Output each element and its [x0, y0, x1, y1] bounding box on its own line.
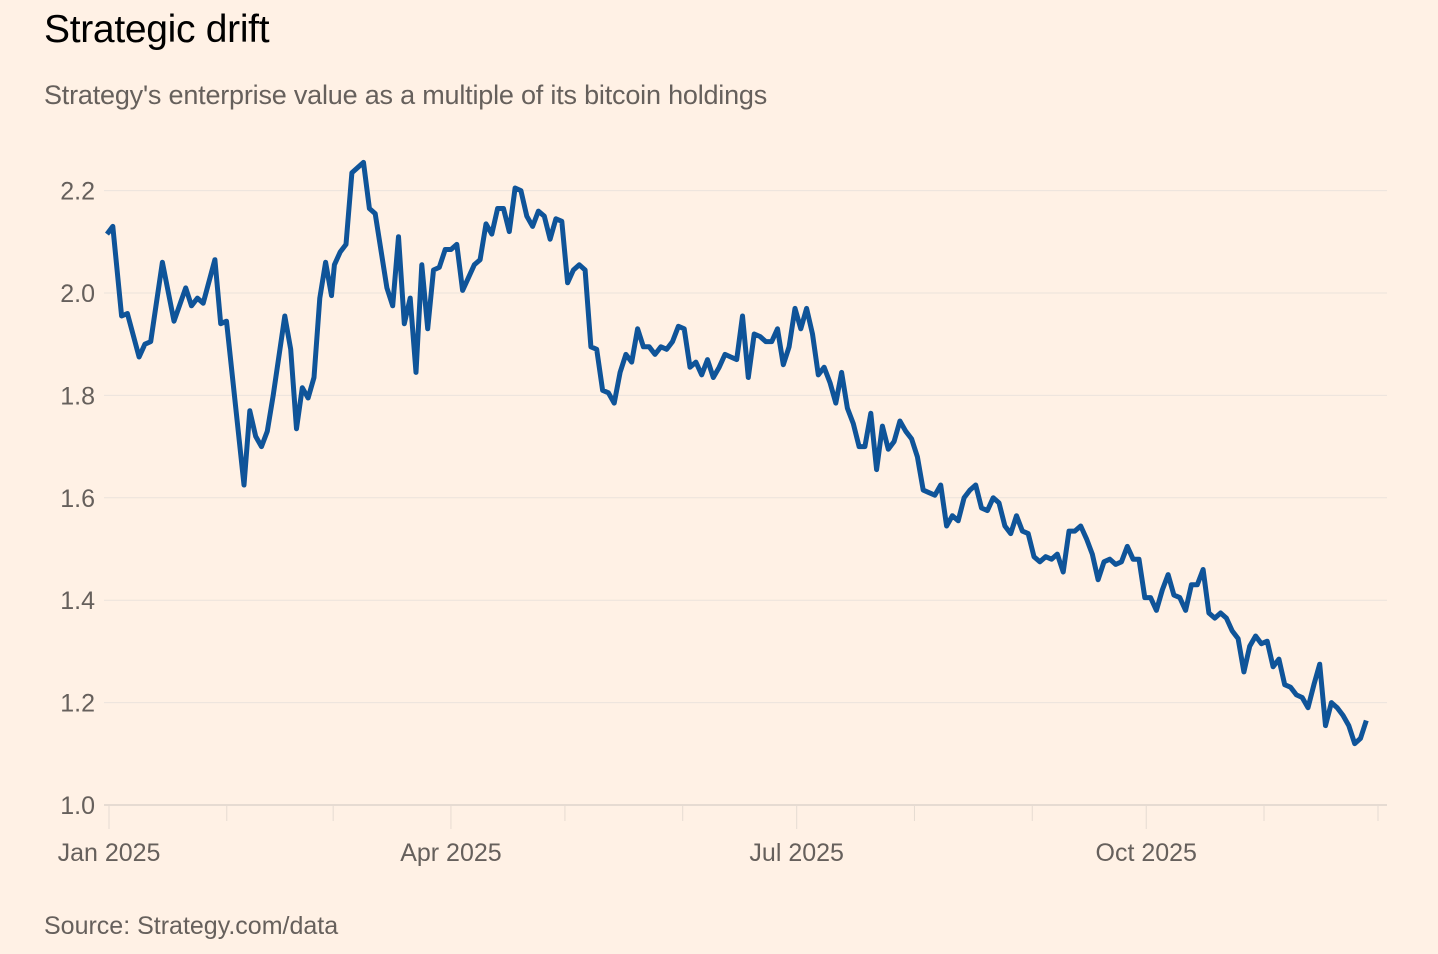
y-tick-label: 1.8	[60, 382, 95, 410]
y-tick-label: 1.4	[60, 587, 95, 615]
grid-lines	[104, 191, 1387, 805]
x-tick-label: Jan 2025	[58, 839, 161, 867]
x-tick-label: Oct 2025	[1096, 839, 1197, 867]
y-tick-label: 1.0	[60, 792, 95, 820]
y-tick-label: 2.2	[60, 178, 95, 206]
x-axis: Jan 2025 Apr 2025 Jul 2025 Oct 2025	[58, 805, 1378, 867]
y-tick-label: 1.2	[60, 690, 95, 718]
series-line	[107, 162, 1366, 743]
line-chart: 1.0 1.2 1.4 1.6 1.8 2.0 2.2 Jan 2025 Apr 2025 Ju…	[0, 0, 1438, 954]
y-axis: 1.0 1.2 1.4 1.6 1.8 2.0 2.2	[60, 178, 95, 820]
x-tick-label: Apr 2025	[400, 839, 501, 867]
y-tick-label: 1.6	[60, 485, 95, 513]
source-note: Source: Strategy.com/data	[44, 912, 338, 941]
series-layer	[107, 162, 1366, 743]
x-tick-label: Jul 2025	[749, 839, 844, 867]
y-tick-label: 2.0	[60, 280, 95, 308]
